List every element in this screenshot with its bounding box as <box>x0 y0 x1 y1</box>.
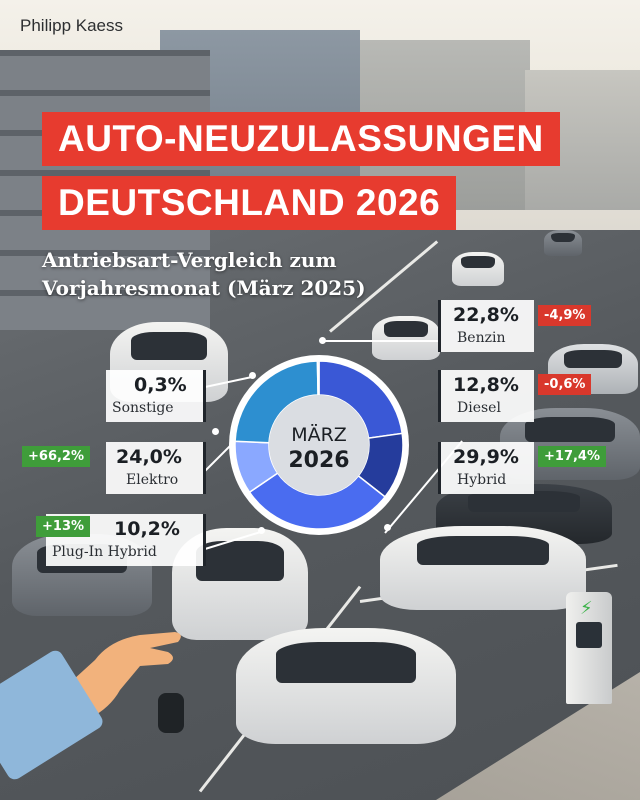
label-sonstige: 0,3% Sonstige <box>106 370 206 422</box>
change-badge-elektro: +66,2% <box>22 446 90 467</box>
value-hybrid: 29,9% <box>453 446 519 468</box>
label-diesel: 12,8% Diesel <box>438 370 534 422</box>
name-elektro: Elektro <box>126 472 179 488</box>
car <box>172 528 308 640</box>
donut-center-month: MÄRZ <box>291 424 347 446</box>
car <box>452 252 504 286</box>
car <box>544 230 582 256</box>
change-badge-plugin-hybrid: +13% <box>36 516 91 537</box>
author-name: Philipp Kaess <box>20 16 124 35</box>
label-elektro: 24,0% Elektro <box>106 442 206 494</box>
charging-station: ⚡ <box>566 592 612 704</box>
leader-dot <box>258 527 265 534</box>
value-plugin-hybrid: 10,2% <box>114 518 180 540</box>
donut-hole <box>269 395 369 495</box>
value-sonstige: 0,3% <box>134 374 187 396</box>
chart-subtitle: Antriebsart-Vergleich zum Vorjahresmonat… <box>42 248 366 300</box>
title-line-2: DEUTSCHLAND 2026 <box>42 176 457 230</box>
donut-center-year: 2026 <box>288 448 350 473</box>
change-badge-diesel: -0,6% <box>538 374 592 395</box>
value-elektro: 24,0% <box>116 446 182 468</box>
car <box>372 316 440 360</box>
name-diesel: Diesel <box>457 400 501 416</box>
donut-svg <box>229 355 409 535</box>
leader-line-benzin <box>325 340 440 342</box>
name-plugin-hybrid: Plug-In Hybrid <box>52 544 157 560</box>
label-benzin: 22,8% Benzin <box>438 300 534 352</box>
car-key-icon <box>158 693 184 733</box>
change-badge-benzin: -4,9% <box>538 305 592 326</box>
change-badge-hybrid: +17,4% <box>538 446 606 467</box>
leader-dot <box>384 524 391 531</box>
leader-dot <box>212 428 219 435</box>
label-hybrid: 29,9% Hybrid <box>438 442 534 494</box>
value-benzin: 22,8% <box>453 304 519 326</box>
charger-screen <box>576 622 602 648</box>
car <box>380 526 586 610</box>
leader-dot <box>319 337 326 344</box>
name-hybrid: Hybrid <box>457 472 507 488</box>
car <box>236 628 456 744</box>
name-benzin: Benzin <box>457 330 506 346</box>
leader-dot <box>249 372 256 379</box>
title-line-1: AUTO-NEUZULASSUNGEN <box>42 112 560 166</box>
donut-chart: MÄRZ 2026 <box>226 352 412 538</box>
lightning-bolt-icon: ⚡ <box>580 598 593 619</box>
name-sonstige: Sonstige <box>112 400 174 416</box>
value-diesel: 12,8% <box>453 374 519 396</box>
donut-slice-sonstige <box>316 360 320 396</box>
